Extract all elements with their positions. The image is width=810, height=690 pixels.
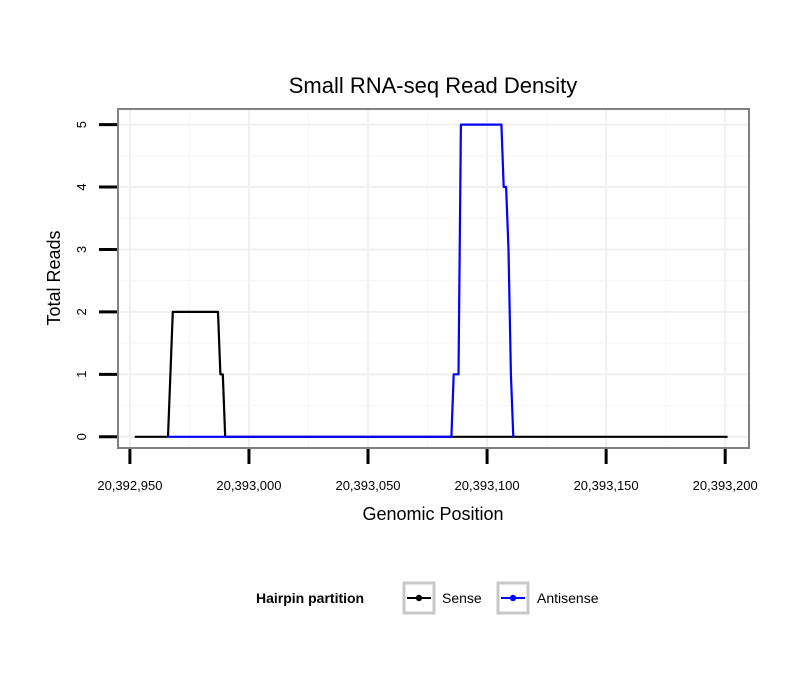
y-tick-label: 1 xyxy=(74,371,89,378)
legend-entries: Sense Antisense xyxy=(402,581,599,615)
y-tick-label: 0 xyxy=(74,433,89,440)
grid xyxy=(118,109,749,448)
x-tick-label: 20,393,150 xyxy=(574,478,639,493)
x-axis-title: Genomic Position xyxy=(362,504,503,524)
series-lines xyxy=(134,123,728,438)
y-axis-title: Total Reads xyxy=(44,230,64,325)
legend-label: Antisense xyxy=(537,590,599,606)
legend: Hairpin partition Sense Antisense xyxy=(256,581,599,615)
x-tick-label: 20,393,200 xyxy=(693,478,758,493)
y-tick-label: 5 xyxy=(74,121,89,128)
y-tick-label: 2 xyxy=(74,308,89,315)
plot-panel-border xyxy=(117,108,750,449)
legend-title: Hairpin partition xyxy=(256,590,364,606)
legend-entry-antisense: Antisense xyxy=(496,581,599,615)
legend-entry-sense: Sense xyxy=(402,581,482,615)
x-tick-label: 20,393,100 xyxy=(455,478,520,493)
x-axis: 20,392,950 20,393,000 20,393,050 20,393,100… xyxy=(97,449,758,493)
x-tick-label: 20,393,050 xyxy=(335,478,400,493)
series-line-antisense xyxy=(168,123,515,438)
y-tick-label: 3 xyxy=(74,246,89,253)
legend-key-point xyxy=(415,594,423,602)
x-tick-label: 20,393,000 xyxy=(216,478,281,493)
x-tick-label: 20,392,950 xyxy=(97,478,162,493)
y-tick-label: 4 xyxy=(74,183,89,190)
legend-label: Sense xyxy=(442,590,482,606)
series-line-sense xyxy=(134,310,728,438)
chart-title: Small RNA-seq Read Density xyxy=(289,73,578,98)
legend-key-point xyxy=(509,594,517,602)
y-axis: 0 1 2 3 4 5 xyxy=(74,121,117,440)
